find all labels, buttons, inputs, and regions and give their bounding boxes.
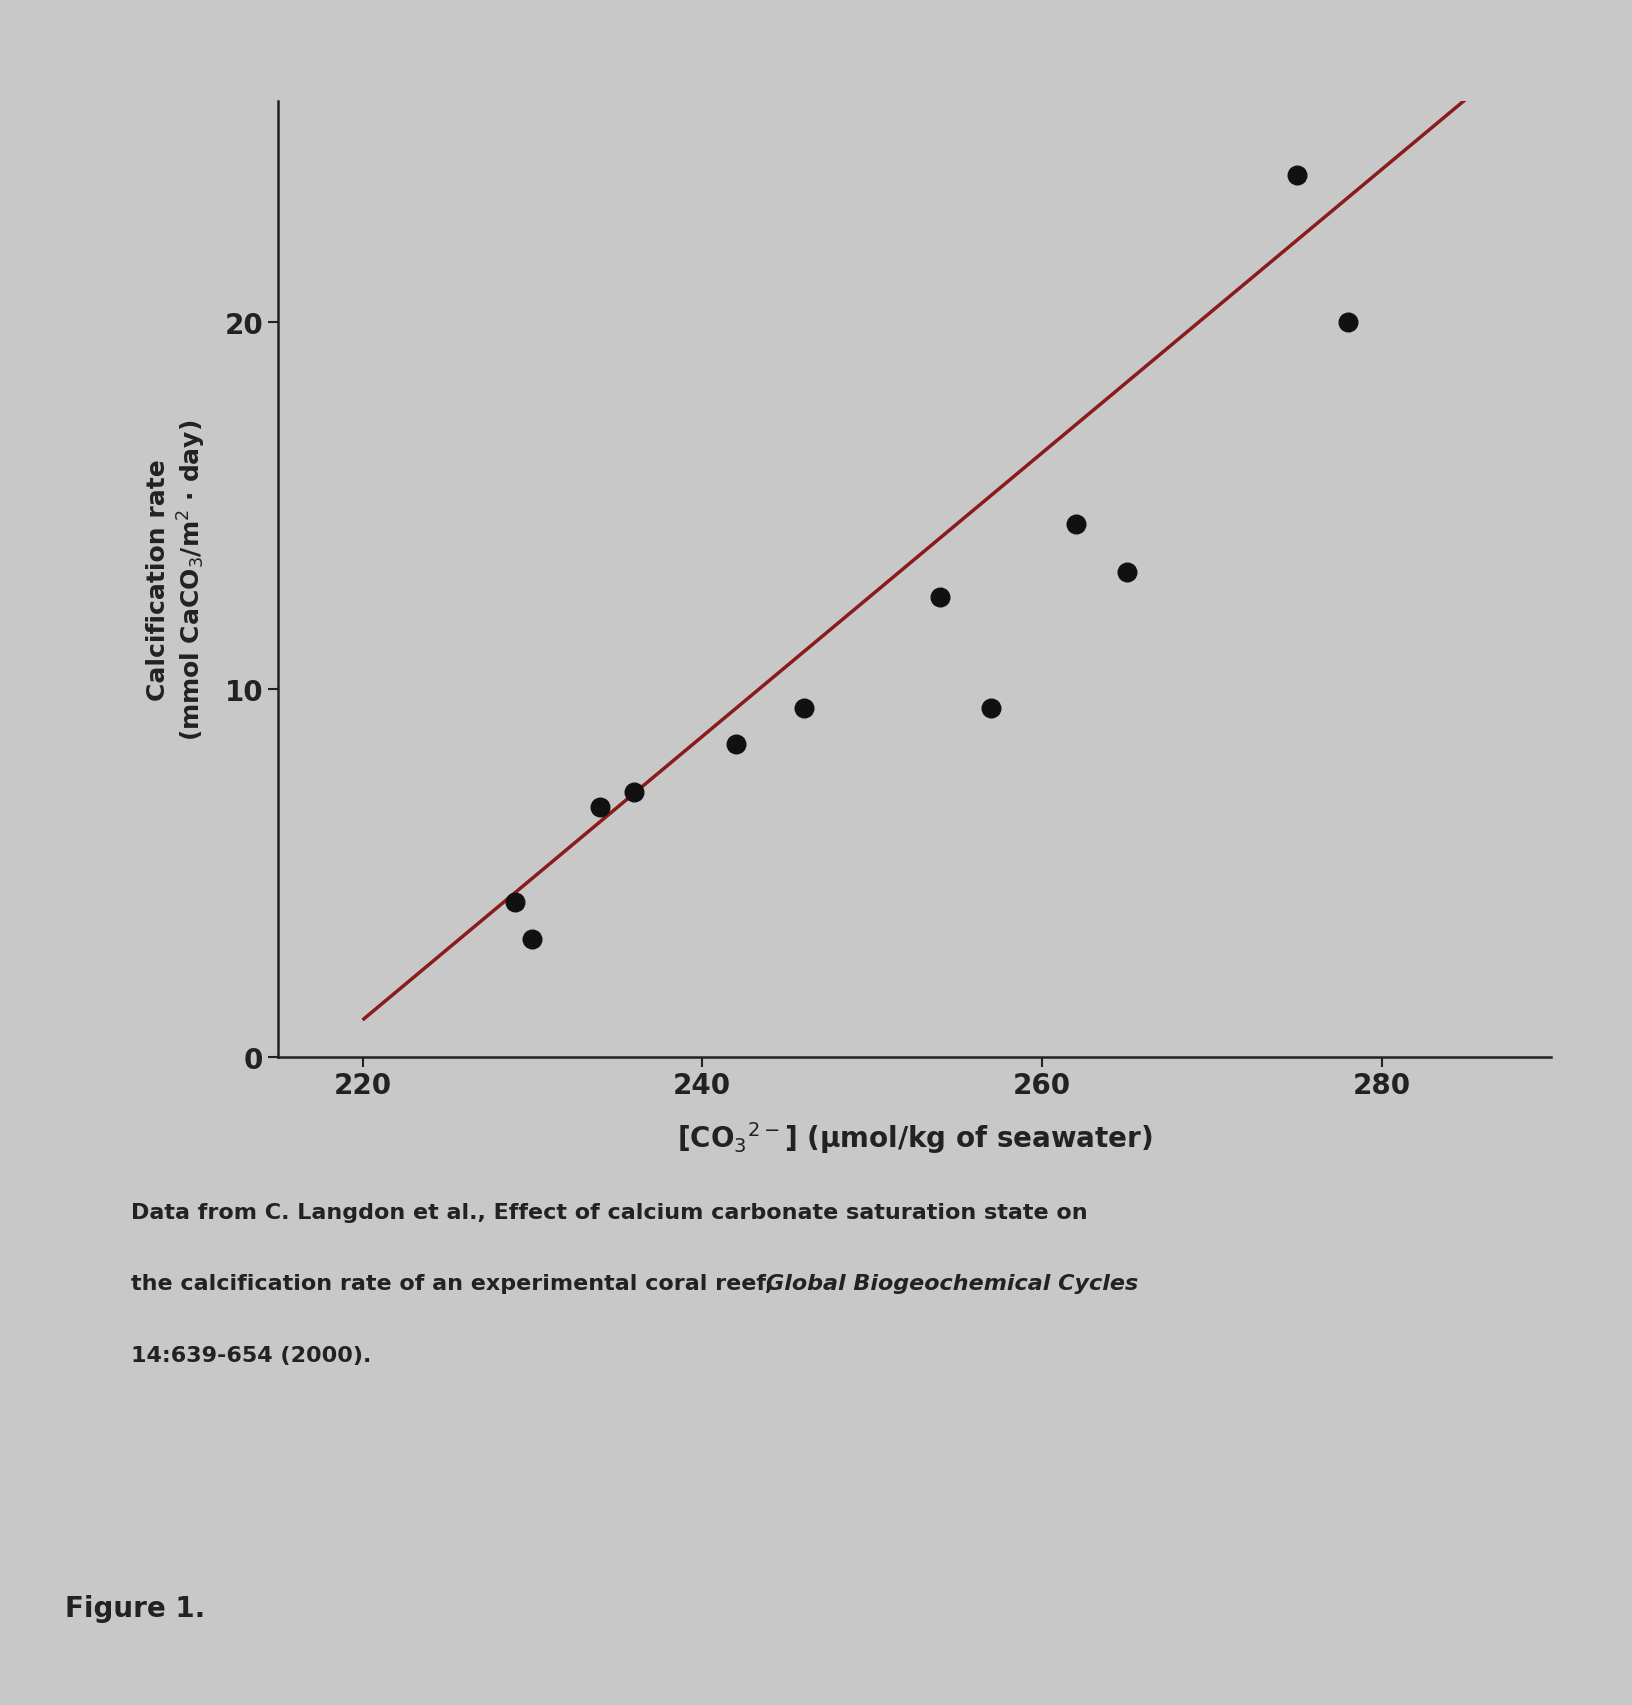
Text: Global Biogeochemical Cycles: Global Biogeochemical Cycles xyxy=(765,1274,1138,1294)
Y-axis label: Calcification rate
(mmol CaCO$_3$/m$^2$ · day): Calcification rate (mmol CaCO$_3$/m$^2$ … xyxy=(147,419,207,740)
Point xyxy=(1283,162,1309,189)
Point xyxy=(723,731,749,759)
Text: Data from C. Langdon et al., Effect of calcium carbonate saturation state on: Data from C. Langdon et al., Effect of c… xyxy=(131,1202,1087,1222)
Text: 14:639-654 (2000).: 14:639-654 (2000). xyxy=(131,1345,370,1366)
Point xyxy=(1333,309,1359,336)
Point xyxy=(790,694,816,721)
Point xyxy=(620,779,646,806)
Point xyxy=(519,926,545,953)
Text: the calcification rate of an experimental coral reef,: the calcification rate of an experimenta… xyxy=(131,1274,780,1294)
Point xyxy=(503,890,529,917)
Point xyxy=(978,694,1004,721)
Point xyxy=(588,795,614,822)
Point xyxy=(927,585,953,612)
Point xyxy=(1062,512,1089,539)
X-axis label: [CO$_3$$^{2-}$] (μmol/kg of seawater): [CO$_3$$^{2-}$] (μmol/kg of seawater) xyxy=(676,1118,1152,1154)
Text: Figure 1.: Figure 1. xyxy=(65,1594,206,1621)
Point xyxy=(1113,559,1139,587)
